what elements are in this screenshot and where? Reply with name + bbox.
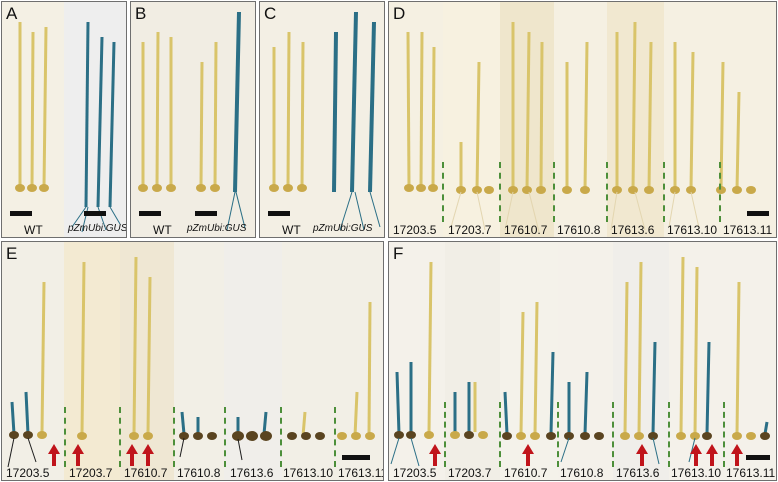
sample-label: pZmUbi:GUS: [313, 223, 372, 234]
sample-label: 17613.6: [616, 466, 660, 480]
sample-label: 17613.11: [723, 223, 773, 237]
sample-label: 17203.7: [69, 466, 113, 480]
panel-letter: C: [264, 4, 277, 23]
lane-divider: [723, 402, 725, 467]
panel-e-photo: [2, 242, 383, 480]
scale-bar: [10, 211, 32, 216]
sample-label: pZmUbi:GUS: [187, 223, 246, 234]
sample-label: WT: [282, 223, 301, 237]
panel-f: F 17203.5 17203.7 17610.7 17610.8 17613.…: [388, 241, 777, 481]
lane-divider: [444, 402, 446, 467]
sample-label-text: pZmUbi:GUS: [68, 223, 127, 234]
panel-letter: D: [393, 4, 406, 23]
scale-bar: [195, 211, 217, 216]
panel-a: A WT pZmUbi:GUS: [1, 1, 127, 238]
sample-label: 17613.10: [283, 466, 334, 480]
panel-letter: F: [393, 244, 404, 263]
sample-label: 17610.8: [177, 466, 221, 480]
panel-c-photo: [260, 2, 384, 237]
sample-label: pZmUbi:GUS: [68, 223, 127, 234]
scale-bar: [747, 211, 769, 216]
lane-divider: [553, 162, 555, 222]
lane-divider: [224, 407, 226, 467]
scale-bar: [84, 211, 106, 216]
lane-divider: [612, 402, 614, 467]
sample-label: 17203.7: [448, 466, 492, 480]
sample-label: 17613.6: [611, 223, 655, 237]
panel-c: C WT pZmUbi:GUS: [259, 1, 385, 238]
sample-label: WT: [24, 223, 43, 237]
sample-label: 17610.7: [504, 466, 548, 480]
lane-divider: [668, 402, 670, 467]
lane-divider: [334, 407, 336, 467]
lane-divider: [442, 162, 444, 222]
sample-label: 17610.7: [124, 466, 168, 480]
lane-divider: [119, 407, 121, 467]
sample-label-text: pZmUbi:GUS: [313, 223, 373, 234]
sample-label: 17613.10: [667, 223, 718, 237]
sample-label: 17610.8: [560, 466, 604, 480]
panel-e: E 17203.5 17203.7 17610.7 17610.8 17613.…: [1, 241, 384, 481]
sample-label: 17203.5: [6, 466, 50, 480]
lane-divider: [173, 407, 175, 467]
panel-b: B WT pZmUbi:GUS: [130, 1, 256, 238]
scale-bar: [342, 455, 370, 460]
sample-label-text: pZmUbi:GUS: [187, 223, 247, 234]
sample-label: 17610.7: [504, 223, 548, 237]
panel-letter: A: [6, 4, 18, 23]
sample-label: 17610.8: [557, 223, 601, 237]
lane-divider: [719, 162, 721, 222]
sample-label: 17613.10: [671, 466, 722, 480]
sample-label: 17613.6: [230, 466, 274, 480]
panel-letter: B: [135, 4, 147, 23]
sample-label: 17203.5: [393, 223, 437, 237]
panel-d-photo: [389, 2, 776, 237]
sample-label: 17613.11: [338, 466, 384, 480]
scale-bar: [139, 211, 161, 216]
lane-divider: [280, 407, 282, 467]
lane-divider: [64, 407, 66, 467]
panel-a-photo: [2, 2, 126, 237]
sample-label: 17203.5: [393, 466, 437, 480]
scale-bar: [268, 211, 290, 216]
lane-divider: [557, 402, 559, 467]
panel-f-photo: [389, 242, 776, 480]
panel-b-photo: [131, 2, 255, 237]
sample-label: 17613.11: [726, 466, 776, 480]
sample-label: 17203.7: [448, 223, 492, 237]
lane-divider: [499, 162, 501, 222]
lane-divider: [499, 402, 501, 467]
sample-label: WT: [153, 223, 172, 237]
panel-d: D 17203.5 17203.7 17610.7 17610.8 17613.…: [388, 1, 777, 238]
panel-letter: E: [6, 244, 18, 263]
lane-divider: [663, 162, 665, 222]
lane-divider: [606, 162, 608, 222]
scale-bar: [746, 455, 770, 460]
